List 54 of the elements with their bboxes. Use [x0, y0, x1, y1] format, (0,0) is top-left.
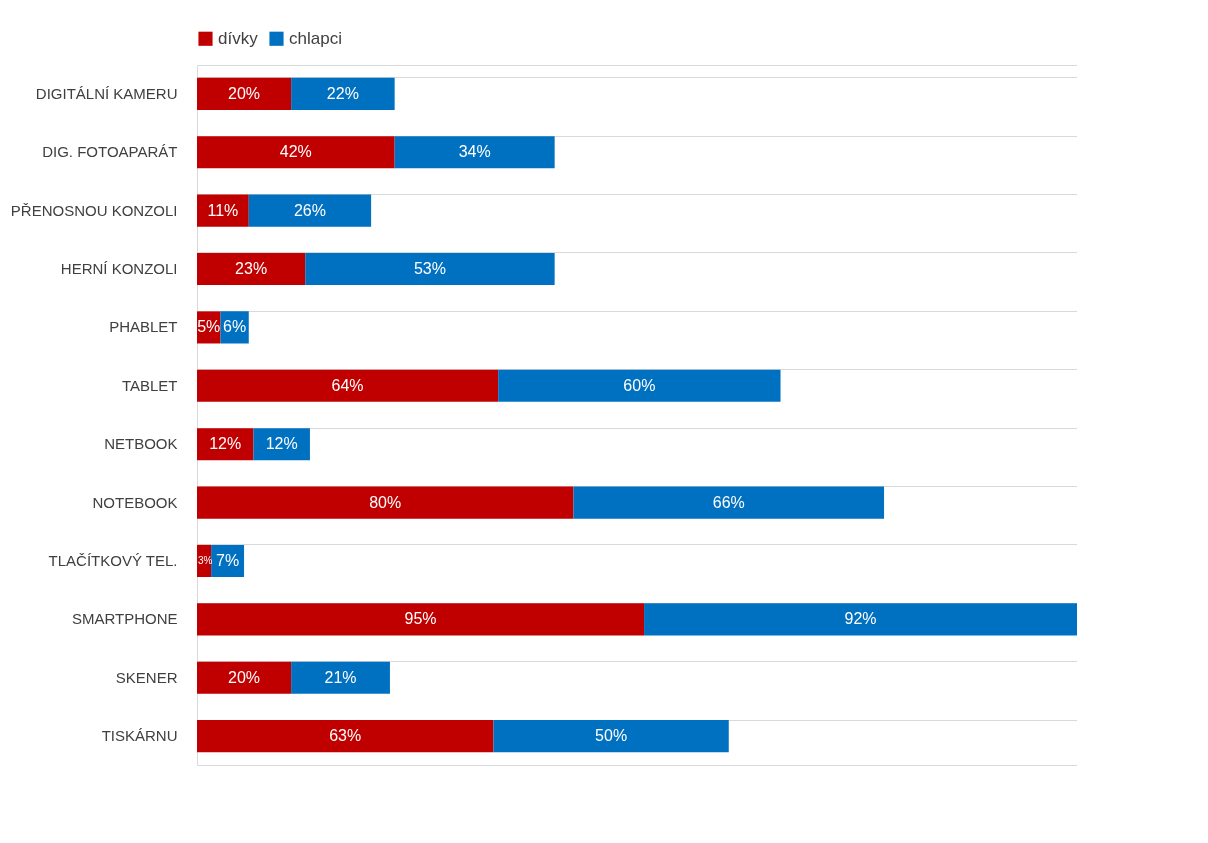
bar	[498, 369, 781, 402]
data-label: 80%	[369, 493, 402, 511]
data-label: 42%	[279, 143, 312, 161]
data-label: 92%	[844, 610, 877, 628]
y-tick-label: SKENER	[115, 668, 178, 686]
bar	[197, 136, 395, 169]
data-label: 7%	[216, 551, 240, 569]
bar	[291, 77, 395, 110]
y-tick-label: SMARTPHONE	[71, 610, 178, 628]
bar	[493, 720, 729, 753]
y-tick-label: NOTEBOOK	[92, 493, 178, 511]
bar	[644, 603, 1077, 636]
data-label: 60%	[623, 376, 656, 394]
bar	[291, 661, 390, 694]
data-label: 12%	[265, 435, 298, 453]
y-tick-label: TISKÁRNU	[101, 727, 178, 745]
bar	[197, 77, 292, 110]
y-tick-label: PHABLET	[109, 318, 178, 336]
data-label: 66%	[712, 493, 745, 511]
bar	[197, 661, 292, 694]
bar	[197, 486, 574, 519]
y-tick-label: NETBOOK	[104, 435, 178, 453]
bar	[197, 720, 494, 753]
data-label: 34%	[458, 143, 491, 161]
data-label: 95%	[404, 610, 437, 628]
data-label: 53%	[413, 260, 446, 278]
y-tick-label: TABLET	[121, 376, 178, 394]
y-tick-label: PŘENOSNOU KONZOLI	[10, 201, 178, 219]
data-label: 22%	[326, 84, 359, 102]
y-tick-label: DIG. FOTOAPARÁT	[42, 143, 178, 161]
data-label: 6%	[223, 318, 247, 336]
bar	[248, 194, 372, 227]
data-label: 50%	[595, 727, 628, 745]
data-label: 12%	[209, 435, 242, 453]
data-label: 26%	[293, 201, 326, 219]
y-tick-label: DIGITÁLNÍ KAMERU	[35, 84, 178, 102]
data-label: 64%	[331, 376, 364, 394]
bar	[573, 486, 885, 519]
legend-label: dívky	[218, 28, 259, 48]
y-tick-label: HERNÍ KONZOLI	[60, 260, 178, 278]
data-label: 11%	[207, 201, 239, 219]
bar	[394, 136, 555, 169]
data-label: 63%	[329, 727, 362, 745]
data-label: 20%	[228, 668, 261, 686]
data-label: 5%	[197, 318, 221, 336]
bar	[197, 252, 306, 286]
bar	[197, 603, 645, 636]
legend-label: chlapci	[289, 28, 342, 48]
data-label: 21%	[324, 668, 357, 686]
y-tick-label: TLAČÍTKOVÝ TEL.	[48, 551, 178, 569]
bar	[197, 369, 499, 402]
bar	[305, 252, 555, 286]
data-label: 23%	[235, 260, 268, 278]
data-label: 20%	[228, 84, 261, 102]
